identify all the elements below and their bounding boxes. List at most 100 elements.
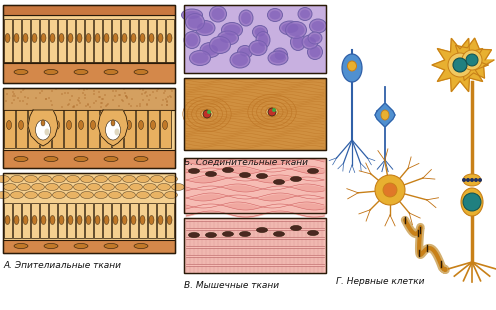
Circle shape [87, 103, 89, 105]
Circle shape [383, 183, 397, 197]
Circle shape [86, 88, 88, 90]
Ellipse shape [273, 179, 285, 184]
Circle shape [100, 102, 102, 104]
Circle shape [98, 91, 100, 93]
Circle shape [114, 95, 116, 97]
Bar [12, 19, 20, 62]
Ellipse shape [230, 52, 250, 68]
Ellipse shape [197, 23, 213, 33]
Circle shape [93, 102, 95, 104]
Ellipse shape [36, 120, 51, 140]
Ellipse shape [209, 6, 227, 22]
Ellipse shape [77, 33, 82, 42]
Ellipse shape [123, 175, 135, 183]
Circle shape [470, 178, 474, 182]
Ellipse shape [186, 14, 204, 30]
Circle shape [41, 90, 43, 92]
Ellipse shape [272, 48, 288, 62]
Bar [87, 110, 99, 148]
Circle shape [20, 91, 22, 93]
Circle shape [463, 193, 481, 211]
Ellipse shape [44, 157, 58, 162]
Ellipse shape [10, 175, 23, 183]
Circle shape [462, 50, 482, 70]
Ellipse shape [172, 184, 185, 191]
Bar [3, 5, 175, 83]
Ellipse shape [211, 8, 225, 20]
Bar [3, 110, 14, 148]
Ellipse shape [223, 232, 234, 237]
Ellipse shape [14, 215, 19, 224]
Ellipse shape [44, 243, 58, 249]
Circle shape [124, 92, 125, 94]
Circle shape [64, 92, 65, 94]
Ellipse shape [5, 215, 10, 224]
Bar [49, 19, 57, 62]
Ellipse shape [288, 24, 305, 37]
Ellipse shape [282, 23, 299, 33]
Ellipse shape [45, 129, 50, 135]
Circle shape [99, 96, 101, 98]
Circle shape [12, 91, 14, 93]
Ellipse shape [32, 215, 37, 224]
Bar [184, 78, 326, 150]
Bar [103, 203, 111, 238]
Ellipse shape [41, 215, 46, 224]
Circle shape [79, 102, 81, 104]
Ellipse shape [201, 109, 213, 118]
Ellipse shape [182, 9, 202, 21]
Ellipse shape [184, 32, 200, 48]
Circle shape [166, 104, 168, 106]
Ellipse shape [115, 129, 120, 135]
Bar [12, 203, 20, 238]
Ellipse shape [163, 121, 168, 130]
Circle shape [146, 103, 148, 105]
Bar [49, 203, 57, 238]
Bar [186, 230, 324, 237]
Ellipse shape [109, 192, 122, 198]
Ellipse shape [32, 33, 37, 42]
Ellipse shape [150, 121, 156, 130]
Circle shape [119, 94, 120, 96]
Bar [138, 203, 146, 238]
Circle shape [125, 95, 126, 97]
Ellipse shape [249, 41, 267, 55]
Circle shape [141, 93, 143, 95]
Circle shape [72, 106, 74, 108]
Bar [147, 19, 156, 62]
Circle shape [76, 104, 78, 106]
Ellipse shape [256, 32, 270, 48]
Bar [100, 110, 111, 148]
Bar [184, 158, 326, 213]
Ellipse shape [115, 121, 120, 130]
Bar [21, 19, 29, 62]
Ellipse shape [50, 33, 55, 42]
Ellipse shape [286, 21, 307, 38]
Circle shape [82, 92, 84, 94]
Ellipse shape [73, 184, 86, 191]
Bar [147, 110, 159, 148]
Ellipse shape [126, 121, 131, 130]
Ellipse shape [30, 121, 36, 130]
Circle shape [146, 104, 148, 106]
Ellipse shape [150, 192, 164, 198]
Ellipse shape [209, 37, 231, 54]
Ellipse shape [24, 175, 38, 183]
Circle shape [95, 100, 97, 102]
Ellipse shape [165, 175, 178, 183]
Circle shape [462, 178, 466, 182]
Ellipse shape [14, 243, 28, 249]
Ellipse shape [138, 121, 143, 130]
Ellipse shape [18, 121, 23, 130]
Circle shape [163, 92, 165, 94]
Circle shape [26, 103, 28, 105]
Bar [138, 19, 146, 62]
Ellipse shape [136, 192, 149, 198]
Ellipse shape [143, 184, 157, 191]
Circle shape [83, 89, 85, 91]
Ellipse shape [241, 12, 251, 24]
Polygon shape [98, 110, 128, 146]
Ellipse shape [102, 184, 115, 191]
Ellipse shape [74, 157, 88, 162]
Ellipse shape [268, 51, 288, 65]
